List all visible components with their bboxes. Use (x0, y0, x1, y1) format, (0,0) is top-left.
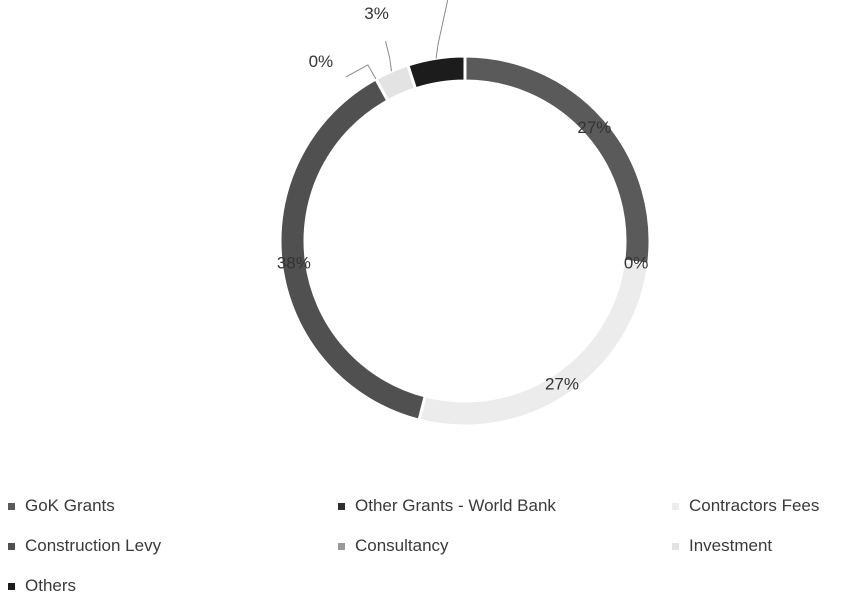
data-label-construction-levy: 38% (277, 254, 311, 273)
legend-item-investment: Investment (672, 534, 772, 558)
legend-label: Contractors Fees (689, 496, 820, 515)
chart-legend: GoK Grants Other Grants - World Bank Contr… (0, 486, 848, 598)
slice-others (405, 54, 467, 91)
legend-item-contractors-fees: Contractors Fees (672, 494, 819, 518)
slice-gok-grants (463, 54, 652, 266)
legend-swatch (8, 582, 15, 590)
legend-label: Other Grants - World Bank (355, 496, 556, 515)
legend-item-other-grants-world-bank: Other Grants - World Bank (338, 494, 556, 518)
leader-line-consultancy (345, 64, 377, 80)
legend-swatch (672, 542, 679, 550)
legend-swatch (338, 502, 345, 510)
leader-lines (345, 0, 449, 80)
legend-label: Others (25, 576, 77, 595)
data-label-contractors-fees: 27% (545, 375, 579, 394)
legend-swatch (8, 542, 15, 550)
legend-swatch (8, 502, 15, 510)
data-label-other-grants-world-bank: 0% (624, 254, 649, 273)
leader-line-others (435, 0, 449, 59)
slice-construction-levy (278, 76, 428, 423)
leader-line-investment (385, 41, 393, 72)
legend-swatch (672, 502, 679, 510)
legend-label: Investment (689, 536, 773, 555)
legend-item-gok-grants: GoK Grants (8, 494, 115, 518)
legend-swatch (338, 542, 345, 550)
legend-item-others: Others (8, 574, 76, 598)
donut-slices (278, 54, 652, 428)
legend-label: Construction Levy (25, 536, 162, 555)
legend-label: Consultancy (355, 536, 449, 555)
legend-item-construction-levy: Construction Levy (8, 534, 161, 558)
legend-label: GoK Grants (25, 496, 115, 515)
legend-item-consultancy: Consultancy (338, 534, 449, 558)
slice-contractors-fees (417, 259, 651, 428)
data-label-investment: 3% (364, 4, 389, 23)
data-label-consultancy: 0% (309, 52, 334, 71)
data-label-gok-grants: 27% (577, 118, 611, 137)
data-labels: 27%0%27%38%0%3%5% (277, 4, 649, 394)
